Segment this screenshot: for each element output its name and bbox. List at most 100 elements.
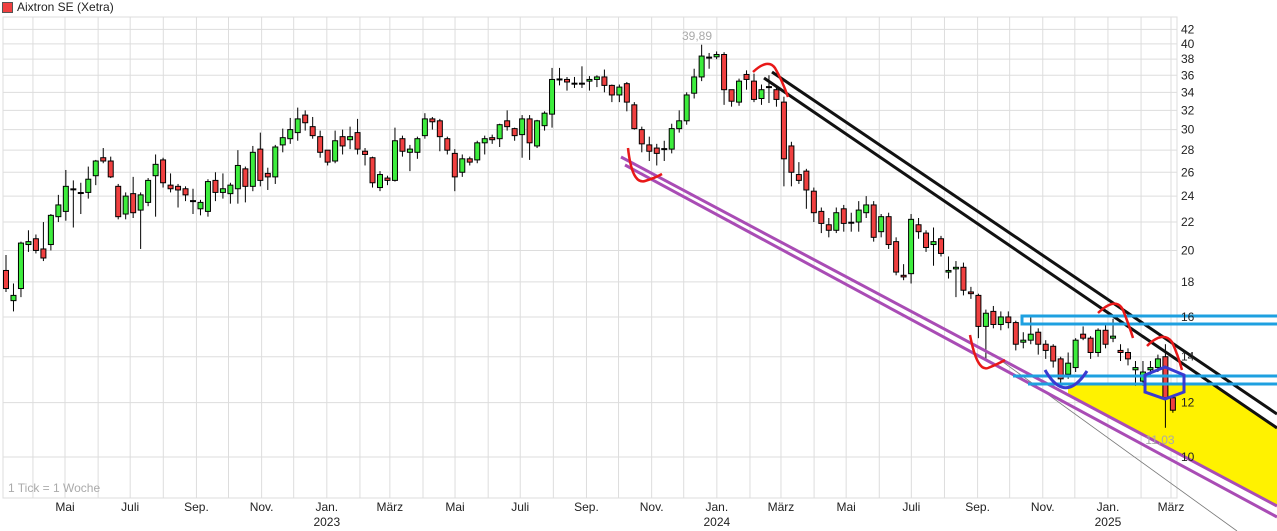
candle	[227, 182, 234, 204]
x-tick-label: Sep.	[965, 500, 990, 514]
candle	[347, 126, 354, 150]
candle	[713, 51, 720, 60]
candle-body	[399, 138, 406, 152]
candle-body	[384, 177, 391, 181]
y-tick-label: 16	[1181, 310, 1195, 324]
candle	[795, 162, 802, 184]
candle	[1117, 344, 1124, 362]
candle	[242, 166, 249, 203]
candle	[676, 110, 683, 133]
candle-body	[631, 104, 638, 130]
candle	[923, 230, 930, 252]
candle-body	[1110, 335, 1117, 339]
candle-body	[234, 164, 241, 190]
y-tick-label: 22	[1181, 215, 1195, 229]
candle	[451, 149, 458, 192]
candle	[3, 254, 9, 292]
candle	[1065, 352, 1072, 379]
candle-body	[1072, 339, 1079, 369]
candle-body	[511, 128, 518, 137]
candle	[751, 73, 757, 103]
support-channel-line-lower	[624, 163, 1277, 519]
candle-body	[1057, 358, 1064, 380]
candle	[646, 136, 653, 162]
candle	[279, 128, 286, 153]
candle	[556, 67, 563, 86]
candle	[25, 230, 32, 252]
candle-body	[92, 160, 99, 177]
candle	[317, 130, 324, 158]
candle-body	[773, 89, 780, 100]
candle-body	[40, 248, 47, 259]
candle	[152, 154, 159, 217]
candle	[354, 118, 361, 155]
candle	[160, 157, 167, 188]
y-tick-label: 36	[1181, 68, 1195, 82]
candle-body	[362, 150, 369, 155]
candle	[952, 261, 959, 298]
candle-body	[960, 266, 967, 291]
y-tick-label: 28	[1181, 143, 1195, 157]
candle	[1080, 326, 1087, 341]
candle-body	[803, 170, 810, 191]
interval-note: 1 Tick = 1 Woche	[8, 481, 100, 495]
candle-body	[145, 179, 152, 203]
candle	[175, 183, 182, 208]
candle-body	[17, 242, 24, 290]
candle	[100, 148, 107, 164]
candle-body	[818, 210, 825, 224]
candle-body	[474, 142, 481, 161]
y-tick-label: 20	[1181, 243, 1195, 257]
candle	[234, 150, 241, 204]
candle-body	[616, 86, 623, 96]
candle-body	[526, 118, 533, 144]
candle	[593, 75, 600, 88]
candle	[526, 115, 533, 160]
candle	[698, 44, 705, 82]
red-curve-4	[1097, 302, 1135, 339]
candle	[47, 214, 54, 251]
candle-body	[863, 204, 870, 214]
x-tick-label: Juli	[902, 500, 920, 514]
candle	[534, 119, 541, 149]
candle	[855, 201, 862, 232]
candle-body	[1154, 358, 1161, 369]
candle	[736, 78, 743, 106]
candle	[249, 145, 256, 192]
x-tick-label: Nov.	[1031, 500, 1055, 514]
candle	[459, 154, 466, 177]
candle-body	[130, 193, 137, 214]
candle-body	[354, 132, 361, 150]
candle	[62, 169, 69, 221]
candle	[70, 180, 77, 228]
candle	[960, 262, 967, 296]
red-curve-5	[1146, 335, 1184, 371]
x-tick-label: Jan.	[315, 500, 338, 514]
candle	[728, 89, 735, 107]
candle	[578, 66, 585, 88]
candle-body	[324, 149, 331, 163]
candle	[10, 283, 17, 312]
candle-body	[3, 269, 9, 290]
red-curve-3	[968, 334, 1006, 370]
candle	[197, 199, 204, 216]
candle-body	[1080, 333, 1087, 339]
candle	[436, 118, 443, 152]
candle-body	[309, 126, 316, 137]
candle	[167, 173, 174, 193]
candle	[414, 136, 421, 159]
x-tick-label: Mai	[836, 500, 855, 514]
blue-smile-curve	[1043, 369, 1089, 390]
drawing-layer-back	[1068, 385, 1277, 506]
candle-body	[870, 204, 877, 238]
candle-body	[242, 168, 249, 187]
candle-body	[908, 218, 915, 275]
candle	[145, 178, 152, 207]
candle-body	[623, 83, 630, 103]
candle	[638, 126, 645, 153]
candle-body	[1095, 329, 1102, 354]
candle	[938, 235, 944, 257]
chart-legend: Aixtron SE (Xetra)	[2, 0, 114, 14]
candle	[893, 237, 900, 276]
